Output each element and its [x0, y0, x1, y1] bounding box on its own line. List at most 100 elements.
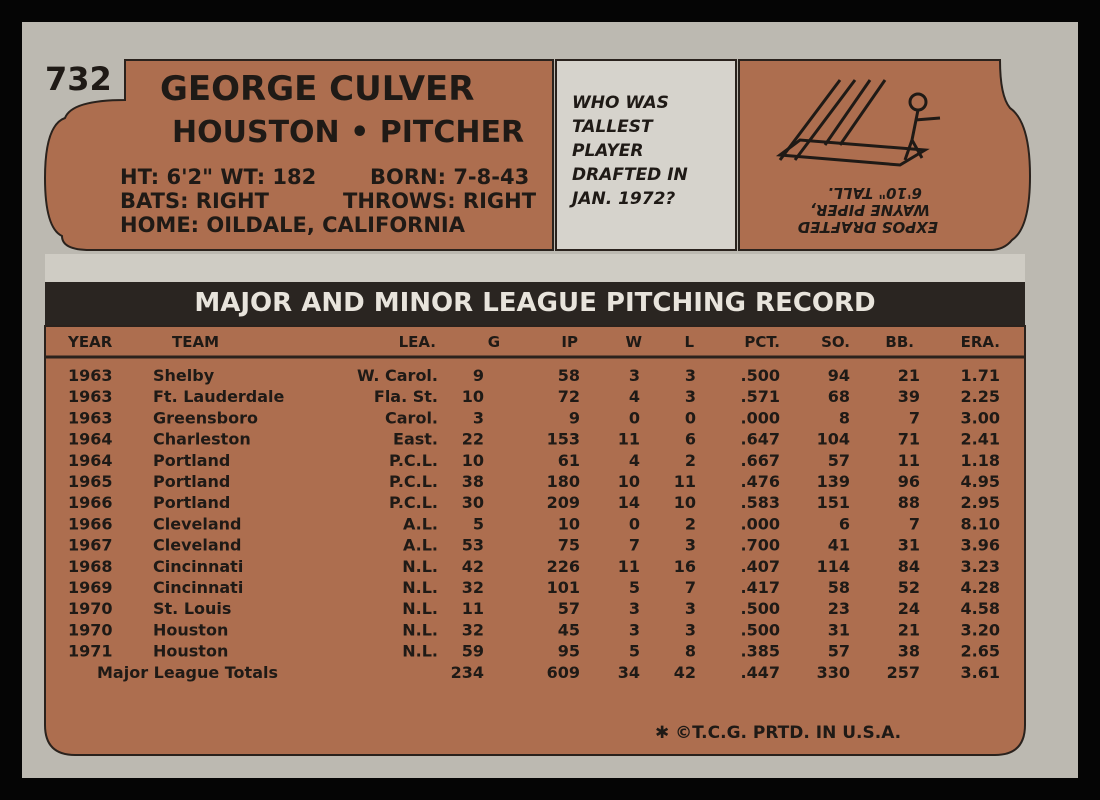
table-cell: 1970 [68, 620, 113, 639]
table-cell: 6 [839, 514, 850, 533]
table-cell: 1.71 [961, 366, 1000, 385]
table-cell: 11 [898, 451, 920, 470]
column-header: IP [561, 333, 578, 351]
table-cell: Portland [153, 472, 230, 491]
table-cell: 2 [685, 451, 696, 470]
table-cell: 101 [547, 578, 580, 597]
table-cell: N.L. [402, 557, 438, 576]
table-cell: 72 [558, 387, 580, 406]
table-cell: 11 [618, 557, 640, 576]
table-cell: .647 [741, 430, 780, 449]
table-cell: 0 [629, 408, 640, 427]
table-cell: 38 [462, 472, 484, 491]
table-cell: .583 [741, 493, 780, 512]
table-cell: 61 [558, 451, 580, 470]
table-cell: 30 [462, 493, 484, 512]
column-header: LEA. [399, 333, 436, 351]
table-cell: .476 [741, 472, 780, 491]
table-cell: 1963 [68, 387, 113, 406]
table-cell: 95 [558, 642, 580, 661]
table-cell: 1971 [68, 642, 113, 661]
table-cell: 11 [674, 472, 696, 491]
table-cell: 3 [629, 366, 640, 385]
stripe [45, 254, 1025, 282]
table-cell: 0 [629, 514, 640, 533]
table-cell: 3 [685, 599, 696, 618]
totals-cell: 234 [451, 663, 484, 682]
table-cell: 41 [828, 536, 850, 555]
table-cell: 2.41 [961, 430, 1000, 449]
table-cell: 4 [629, 451, 640, 470]
table-cell: Portland [153, 451, 230, 470]
table-cell: 7 [685, 578, 696, 597]
table-cell: 31 [898, 536, 920, 555]
table-cell: 2.25 [961, 387, 1000, 406]
table-cell: 58 [558, 366, 580, 385]
table-cell: 57 [828, 642, 850, 661]
table-cell: 0 [685, 408, 696, 427]
table-cell: 6 [685, 430, 696, 449]
totals-cell: 42 [674, 663, 696, 682]
cartoon-panel [738, 59, 1032, 251]
table-cell: 1966 [68, 493, 113, 512]
table-cell: 2.65 [961, 642, 1000, 661]
table-cell: A.L. [403, 536, 438, 555]
table-cell: .571 [741, 387, 780, 406]
table-cell: 31 [828, 620, 850, 639]
table-cell: .500 [741, 366, 780, 385]
table-cell: .000 [741, 514, 780, 533]
table-title: MAJOR AND MINOR LEAGUE PITCHING RECORD [194, 288, 875, 318]
table-cell: 38 [898, 642, 920, 661]
table-cell: 23 [828, 599, 850, 618]
table-cell: 71 [898, 430, 920, 449]
totals-cell: .447 [741, 663, 780, 682]
table-cell: 9 [473, 366, 484, 385]
table-cell: 21 [898, 366, 920, 385]
table-cell: 10 [558, 514, 580, 533]
table-cell: 16 [674, 557, 696, 576]
bio: HT: 6'2" WT: 182 [120, 165, 316, 189]
table-cell: 53 [462, 536, 484, 555]
table-cell: .407 [741, 557, 780, 576]
column-header: TEAM [172, 333, 219, 351]
table-cell: P.C.L. [389, 451, 438, 470]
table-cell: 11 [462, 599, 484, 618]
table-cell: 21 [898, 620, 920, 639]
table-cell: 209 [547, 493, 580, 512]
table-cell: 11 [618, 430, 640, 449]
table-cell: 139 [817, 472, 850, 491]
table-cell: Ft. Lauderdale [153, 387, 285, 406]
table-cell: 94 [828, 366, 850, 385]
table-cell: Portland [153, 493, 230, 512]
table-cell: East. [393, 430, 438, 449]
table-cell: 58 [828, 578, 850, 597]
table-cell: 57 [828, 451, 850, 470]
column-header: BB. [885, 333, 914, 351]
quiz-question: PLAYER [572, 141, 644, 161]
table-cell: 3.23 [961, 557, 1000, 576]
table-cell: 84 [898, 557, 920, 576]
table-cell: 2 [685, 514, 696, 533]
table-cell: 52 [898, 578, 920, 597]
table-cell: 3 [629, 620, 640, 639]
table-cell: 3 [629, 599, 640, 618]
table-cell: 32 [462, 578, 484, 597]
table-cell: N.L. [402, 578, 438, 597]
table-cell: 104 [817, 430, 850, 449]
table-cell: Greensboro [153, 408, 258, 427]
table-cell: 8 [839, 408, 850, 427]
table-cell: .500 [741, 599, 780, 618]
table-cell: 14 [618, 493, 640, 512]
table-cell: 226 [547, 557, 580, 576]
table-cell: 4.95 [961, 472, 1000, 491]
team-position: HOUSTON • PITCHER [172, 115, 524, 150]
table-cell: 5 [473, 514, 484, 533]
table-cell: 1967 [68, 536, 113, 555]
table-cell: A.L. [403, 514, 438, 533]
column-header: W [625, 333, 642, 351]
table-cell: 7 [909, 514, 920, 533]
table-cell: 5 [629, 642, 640, 661]
table-cell: Cincinnati [153, 557, 243, 576]
table-cell: 1965 [68, 472, 113, 491]
